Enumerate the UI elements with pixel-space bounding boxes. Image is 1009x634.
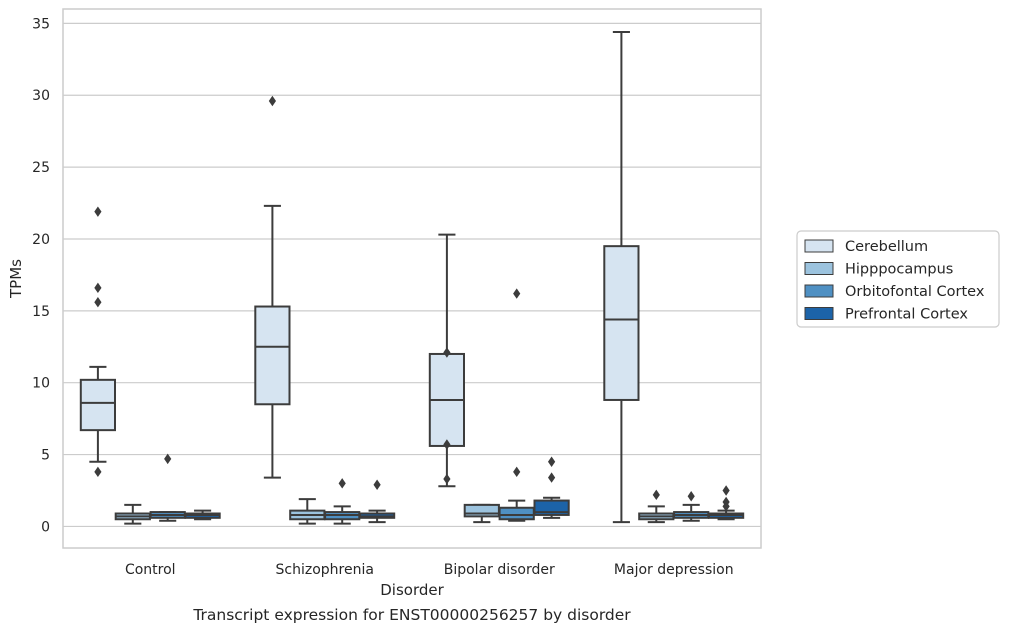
figure-caption: Transcript expression for ENST0000025625… bbox=[193, 606, 631, 624]
outlier-point bbox=[513, 466, 521, 478]
outlier-point bbox=[373, 479, 381, 490]
y-tick-label: 35 bbox=[32, 16, 50, 32]
y-tick-label: 5 bbox=[41, 448, 50, 464]
outlier-point bbox=[722, 496, 730, 508]
y-tick-label: 20 bbox=[32, 232, 50, 248]
outlier-point bbox=[94, 206, 102, 217]
outlier-point bbox=[94, 282, 102, 294]
outlier-point bbox=[94, 466, 102, 478]
box bbox=[79, 378, 117, 432]
legend-label: Hipppocampus bbox=[845, 262, 953, 278]
y-tick-label: 25 bbox=[32, 160, 50, 176]
legend-label: Prefrontal Cortex bbox=[845, 307, 968, 323]
box bbox=[463, 503, 500, 518]
legend-swatch bbox=[804, 284, 834, 298]
legend-swatch bbox=[804, 262, 834, 275]
outlier-point bbox=[268, 95, 276, 107]
outlier-point bbox=[164, 453, 172, 465]
outlier-point bbox=[652, 489, 660, 501]
x-tick-label: Major depression bbox=[614, 562, 734, 578]
y-tick-label: 10 bbox=[32, 376, 50, 392]
outlier-point bbox=[548, 472, 556, 483]
outlier-point bbox=[443, 473, 451, 485]
box-plot-chart: 0 5 10 15 20 25 30 35 Control Schizophrenia Bipola… bbox=[7, 8, 1000, 599]
x-axis-label: Disorder bbox=[380, 581, 444, 599]
outlier-point bbox=[443, 347, 451, 358]
outlier-point bbox=[722, 485, 730, 496]
legend bbox=[796, 230, 1000, 328]
x-tick-label: Schizophrenia bbox=[276, 562, 374, 578]
legend-label: Orbitofontal Cortex bbox=[845, 284, 985, 300]
legend-label: Cerebellum bbox=[845, 239, 928, 255]
box bbox=[603, 245, 640, 401]
plot-frame bbox=[62, 8, 762, 549]
y-tick-label: 30 bbox=[32, 88, 50, 104]
box bbox=[498, 506, 535, 521]
outlier-point bbox=[443, 439, 451, 450]
legend-swatch bbox=[804, 307, 834, 320]
x-tick-label: Bipolar disorder bbox=[444, 562, 555, 578]
outlier-point bbox=[687, 491, 695, 502]
outlier-point bbox=[94, 297, 102, 308]
outlier-point bbox=[513, 288, 521, 299]
y-axis-label: TPMs bbox=[7, 259, 25, 299]
outlier-point bbox=[548, 456, 556, 467]
y-tick-label: 15 bbox=[32, 304, 50, 320]
y-tick-label: 0 bbox=[41, 519, 50, 535]
x-tick-label: Control bbox=[125, 562, 176, 578]
legend-swatch bbox=[804, 239, 834, 253]
outlier-point bbox=[338, 478, 346, 489]
box bbox=[254, 305, 291, 406]
